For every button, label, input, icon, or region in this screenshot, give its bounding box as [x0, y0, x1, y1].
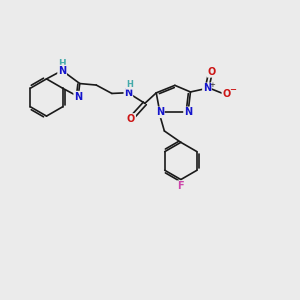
Text: N: N — [156, 107, 164, 117]
Text: O: O — [127, 114, 135, 124]
Text: N: N — [124, 88, 132, 98]
Text: O: O — [208, 67, 216, 77]
Text: F: F — [178, 181, 184, 191]
Text: +: + — [209, 82, 215, 88]
Text: N: N — [203, 83, 211, 93]
Text: H: H — [58, 59, 65, 68]
Text: N: N — [58, 65, 66, 76]
Text: H: H — [126, 80, 133, 89]
Text: −: − — [230, 85, 237, 94]
Text: O: O — [222, 89, 231, 99]
Text: N: N — [184, 107, 192, 117]
Text: N: N — [74, 92, 82, 102]
